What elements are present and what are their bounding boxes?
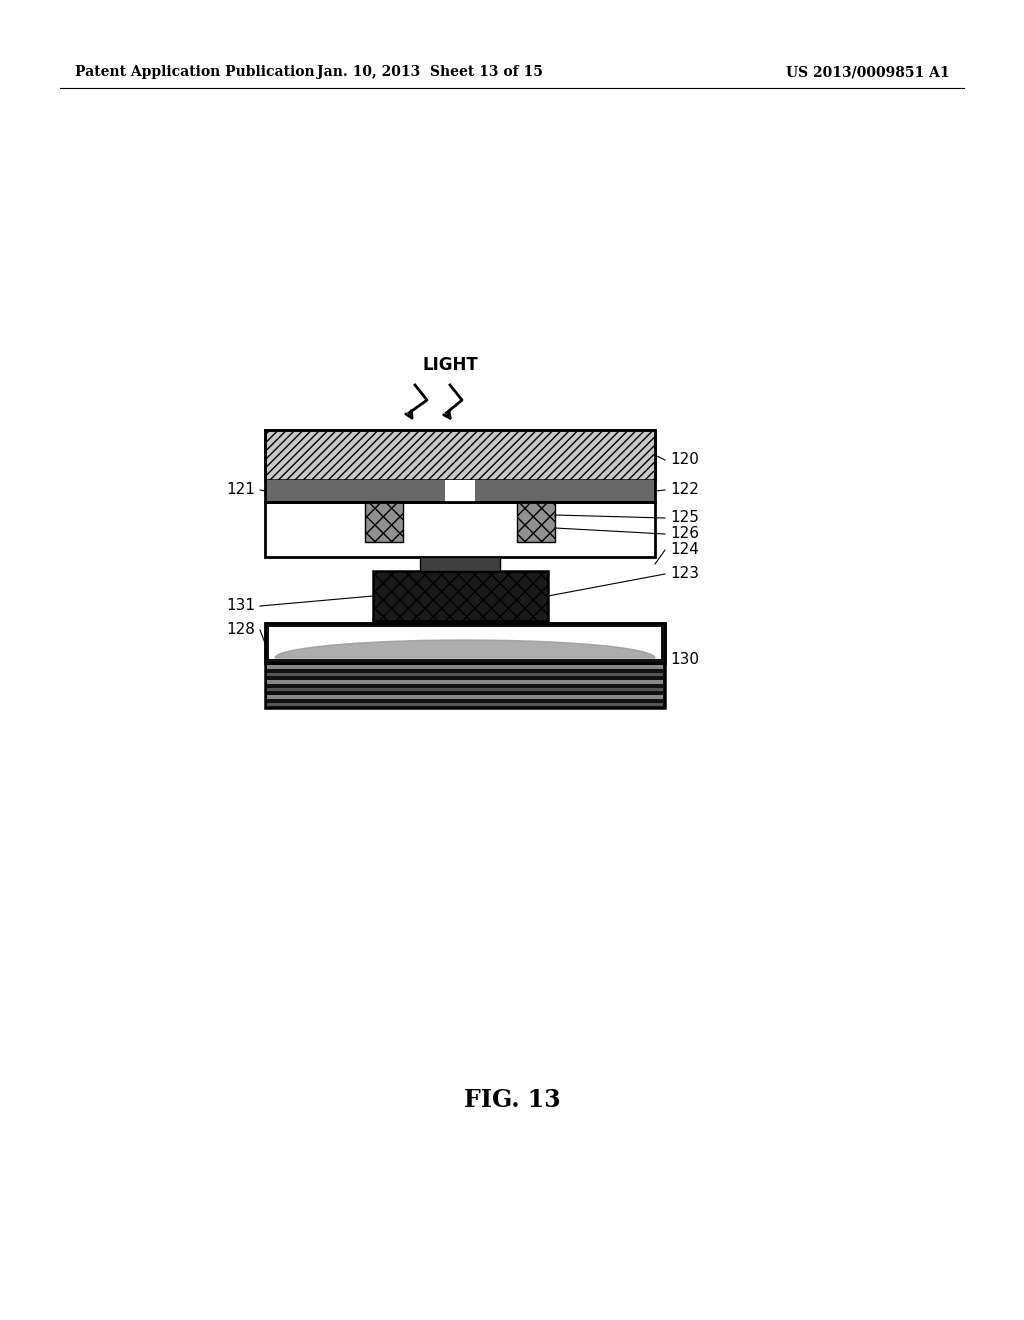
Bar <box>267 696 663 698</box>
Text: 120: 120 <box>670 453 698 467</box>
Text: 130: 130 <box>670 652 699 668</box>
Bar <box>269 627 662 659</box>
Text: FIG. 13: FIG. 13 <box>464 1088 560 1111</box>
Bar <box>265 663 665 708</box>
Bar <box>365 502 403 543</box>
Text: 124: 124 <box>670 543 698 557</box>
Bar <box>265 623 665 663</box>
Bar <box>265 480 655 502</box>
Bar <box>267 702 663 706</box>
Polygon shape <box>275 640 655 657</box>
Text: Jan. 10, 2013  Sheet 13 of 15: Jan. 10, 2013 Sheet 13 of 15 <box>317 65 543 79</box>
Text: 123: 123 <box>670 566 699 582</box>
Bar <box>420 557 500 572</box>
Bar <box>265 502 655 557</box>
Text: US 2013/0009851 A1: US 2013/0009851 A1 <box>786 65 950 79</box>
Bar <box>267 688 663 692</box>
Bar <box>265 430 655 502</box>
Bar <box>267 672 663 676</box>
Bar <box>265 430 655 480</box>
Text: 121: 121 <box>226 483 255 498</box>
Bar <box>517 502 555 543</box>
Text: 125: 125 <box>670 511 698 525</box>
Text: 131: 131 <box>226 598 255 614</box>
Bar <box>265 623 665 663</box>
Bar <box>445 480 475 502</box>
Bar <box>267 665 663 669</box>
Text: 126: 126 <box>670 527 699 541</box>
Bar <box>373 572 548 620</box>
Text: 122: 122 <box>670 483 698 498</box>
Text: Patent Application Publication: Patent Application Publication <box>75 65 314 79</box>
Bar <box>267 680 663 684</box>
Text: LIGHT: LIGHT <box>422 356 478 374</box>
Text: 128: 128 <box>226 623 255 638</box>
